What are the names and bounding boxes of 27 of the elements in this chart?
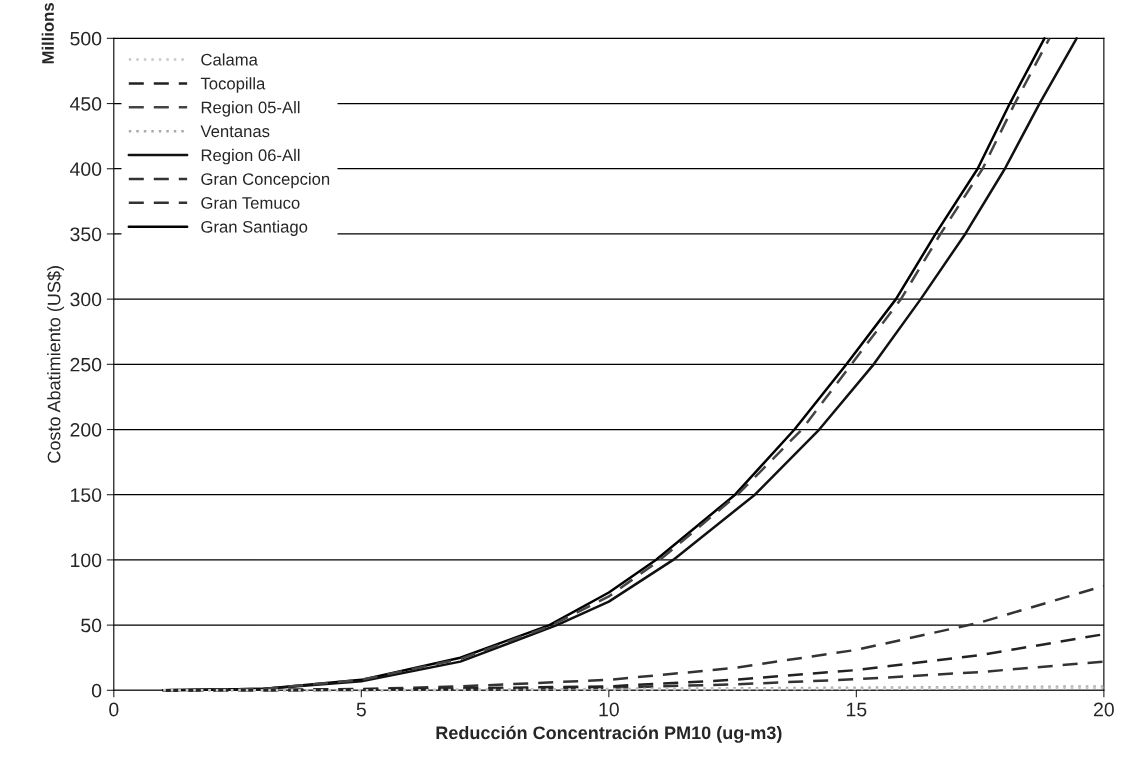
legend-label: Gran Temuco xyxy=(201,197,300,209)
x-tick-label: 15 xyxy=(847,702,867,717)
y-tick-label: 150 xyxy=(71,488,102,502)
legend-label: Ventanas xyxy=(200,125,270,138)
y-tick-label: 200 xyxy=(70,422,102,437)
legend-label: Tocopilla xyxy=(200,77,266,93)
y-tick-label: 250 xyxy=(70,357,102,372)
x-axis-title: Reducción Concentración PM10 (ug-m3) xyxy=(436,725,782,743)
legend-label: Gran Concepcion xyxy=(201,172,330,189)
y-axis-title: Costo Abatimiento (US$) xyxy=(46,266,64,463)
y-tick-label: 100 xyxy=(71,553,102,568)
x-tick-label: 20 xyxy=(1094,702,1114,717)
legend-label: Region 05-All xyxy=(201,101,300,117)
y-tick-label: 0 xyxy=(91,683,102,698)
y-tick-label: 500 xyxy=(70,31,102,46)
y-tick-label: 450 xyxy=(70,97,102,111)
x-tick-label: 10 xyxy=(599,702,619,717)
text: Millions xyxy=(41,3,54,64)
legend-label: Calama xyxy=(201,53,258,66)
legend-label: Gran Santiago xyxy=(201,220,308,236)
y-tick-label: 400 xyxy=(70,162,102,176)
y-tick-label: 350 xyxy=(70,227,102,242)
y-tick-label: 300 xyxy=(70,292,102,307)
legend-label: Region 06-All xyxy=(201,148,300,165)
x-tick-label: 0 xyxy=(109,702,119,717)
x-tick-label: 5 xyxy=(356,702,366,717)
y-tick-label: 50 xyxy=(81,618,102,633)
